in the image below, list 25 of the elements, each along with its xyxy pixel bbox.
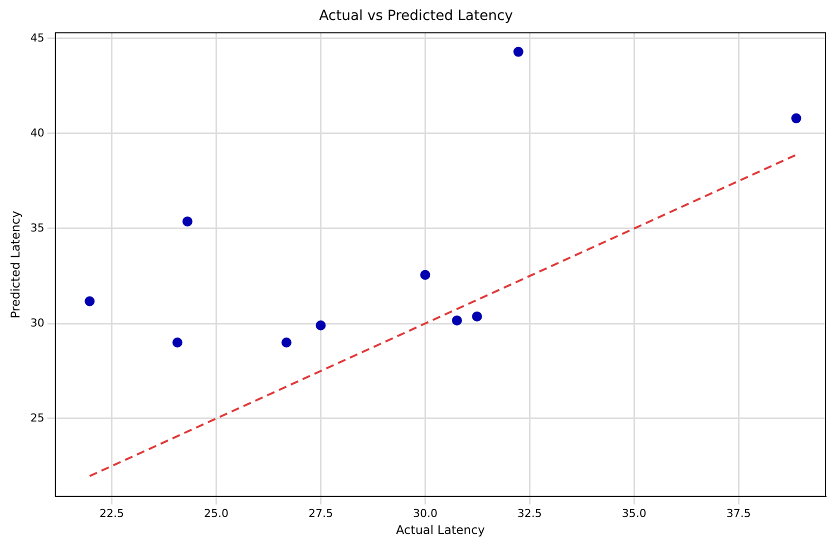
x-tick-label: 35.0	[622, 506, 646, 520]
x-tick-label: 27.5	[308, 506, 333, 520]
y-tick-label: 30	[30, 316, 44, 330]
x-tick-label: 37.5	[726, 506, 751, 520]
point	[452, 315, 462, 326]
x-tick-label: 22.5	[100, 506, 124, 520]
point	[172, 338, 182, 348]
point	[513, 46, 524, 57]
x-tick-label: 30.0	[412, 506, 438, 520]
x-tick-label: 25.0	[204, 506, 229, 520]
point	[791, 113, 802, 124]
point	[420, 270, 430, 280]
y-tick-label: 35	[30, 221, 44, 234]
chart-title: Actual vs Predicted Latency	[319, 8, 513, 24]
point	[316, 320, 326, 330]
point	[281, 338, 292, 348]
point	[84, 296, 95, 306]
x-axis-title: Actual Latency	[396, 522, 485, 537]
y-tick-label: 40	[30, 126, 44, 140]
point	[472, 311, 482, 322]
y-axis-title: Predicted Latency	[8, 210, 22, 318]
x-tick-label: 32.5	[517, 506, 542, 520]
y-tick-label: 25	[30, 411, 44, 424]
point	[182, 216, 192, 226]
y-tick-label: 45	[30, 31, 44, 44]
